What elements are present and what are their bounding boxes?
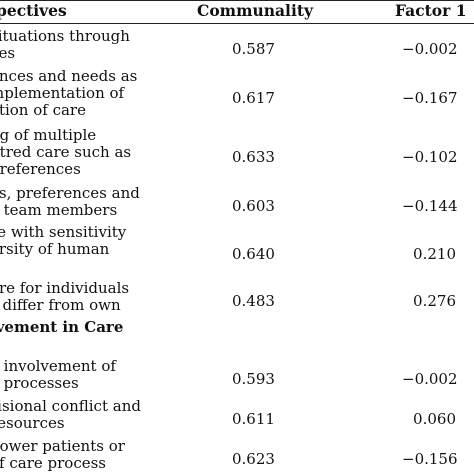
factor1-value: 0.276 [413,292,456,310]
perspective-label-line: situations through [0,28,130,45]
perspective-label-line: risional conflict and [0,398,141,415]
perspective-label-line: are for individuals [0,280,130,297]
communality-value: 0.633 [232,148,275,166]
perspective-label: es, preferences and e team members [0,185,176,219]
perspective-label-line: ersity of human [0,239,110,258]
perspective-label-line: resources [0,413,65,432]
header-communality: Communality [197,1,314,20]
perspective-label: power patients or of care process [0,438,176,472]
perspective-label-line: e [0,258,176,275]
perspective-label-line: re with sensitivity [0,224,127,241]
perspective-label: situations throughves [0,28,176,62]
communality-value: 0.603 [232,197,275,215]
section-heading: lvement in Cares [0,319,180,353]
section-heading-line: s [0,336,180,353]
perspective-label-line: ntred care such as [0,142,132,161]
header-rule [0,23,474,24]
communality-value: 0.617 [232,89,275,107]
factor1-value: −0.156 [402,450,458,468]
factor1-value: 0.060 [413,410,456,428]
header-factor1: Factor 1 [395,1,467,20]
communality-value: 0.623 [232,450,275,468]
table-top-rule [0,0,474,1]
perspective-label-line: es, preferences and [0,185,140,202]
section-heading-line: lvement in Care [0,319,124,336]
perspective-label-line: s differ from own [0,295,121,314]
perspective-label-line: of care process [0,453,106,472]
perspective-label-line: preferences [0,159,81,178]
communality-value: 0.611 [232,410,275,428]
factor1-value: 0.210 [413,245,456,263]
header-perspectives: Perspectives [0,1,67,20]
communality-value: 0.640 [232,245,275,263]
perspective-label-line: ences and needs as [0,68,138,85]
perspective-label: risional conflict andresources [0,398,176,432]
communality-value: 0.593 [232,370,275,388]
perspective-label-line: e processes [0,373,79,392]
factor1-value: −0.144 [402,197,458,215]
perspective-label-line: ng of multiple [0,127,97,144]
perspective-label-line: power patients or [0,438,125,455]
perspective-label-line: e involvement of [0,358,116,375]
perspective-label-line: ves [0,43,16,62]
factor1-value: −0.002 [402,40,458,58]
perspective-label: are for individuals s differ from own [0,280,176,314]
factor1-value: −0.102 [402,148,458,166]
perspective-label-line: mplementation of [0,83,125,102]
perspective-label-line: ation of care [0,100,86,119]
communality-value: 0.483 [232,292,275,310]
perspective-label: e involvement ofe processes [0,358,176,392]
perspective-label-line: e team members [0,200,118,219]
factor1-value: −0.167 [402,89,458,107]
factor1-value: −0.002 [402,370,458,388]
communality-value: 0.587 [232,40,275,58]
